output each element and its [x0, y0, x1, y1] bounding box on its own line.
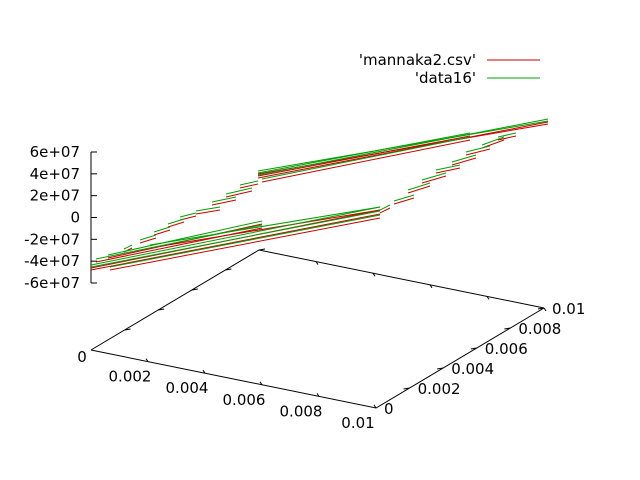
y-axis-ticks: 0 0.002 0.004 0.006 0.008 0.01 — [124, 248, 585, 418]
z-tick-label: -2e+07 — [24, 230, 80, 248]
series-group — [90, 118, 549, 271]
x-tick-back — [543, 307, 547, 312]
series-line — [451, 154, 477, 163]
y-tick — [470, 347, 477, 350]
y-tick — [537, 307, 545, 310]
floor-back-edges — [90, 249, 545, 351]
series-line — [407, 182, 431, 191]
series-data16 — [90, 118, 549, 268]
x-tick-label: 0.008 — [280, 402, 323, 420]
series-line — [435, 167, 461, 174]
y-tick-back — [158, 308, 165, 311]
x-tick — [373, 404, 377, 409]
series-line — [225, 187, 253, 195]
series-line — [407, 185, 431, 194]
series-line — [379, 207, 391, 214]
series-line — [107, 220, 263, 256]
series-line — [153, 229, 171, 236]
z-tick-label: -6e+07 — [24, 274, 80, 292]
series-line — [195, 206, 221, 212]
y-tick-label: 0 — [384, 400, 394, 418]
series-line — [139, 234, 157, 241]
x-tick-label: 0.01 — [341, 414, 374, 432]
series-line — [149, 206, 381, 246]
series-line — [90, 213, 381, 271]
legend-label: 'mannaka2.csv' — [359, 51, 476, 69]
y-tick-label: 0.006 — [485, 340, 528, 358]
z-tick-label: 4e+07 — [30, 165, 80, 183]
x-tick-back — [315, 261, 319, 265]
series-line — [465, 148, 491, 156]
series-line — [497, 135, 517, 141]
legend: 'mannaka2.csv''data16' — [359, 51, 540, 87]
x-tick-label: 0.006 — [223, 391, 266, 409]
series-line — [90, 206, 381, 266]
series-line — [109, 214, 381, 268]
series-line — [393, 194, 415, 202]
z-axis-ticks: 6e+07 4e+07 2e+07 0 -2e+07 -4e+07 -6e+07 — [24, 143, 97, 292]
series-line — [123, 244, 133, 250]
z-tick-label: 2e+07 — [30, 187, 80, 205]
z-tick-label: 0 — [70, 209, 80, 227]
series-line — [465, 145, 491, 153]
series-line — [167, 221, 185, 228]
y-tick — [403, 387, 410, 390]
x-tick-label: 0.004 — [166, 379, 209, 397]
series-line — [179, 212, 197, 218]
y-tick-back — [191, 288, 198, 291]
series-line — [195, 209, 221, 215]
x-tick-back — [486, 296, 490, 300]
y-tick — [437, 367, 444, 370]
series-line — [139, 237, 157, 244]
x-tick-label: 0.002 — [109, 368, 152, 386]
y-tick-back — [225, 268, 232, 271]
series-line — [451, 157, 477, 166]
series-line — [90, 210, 381, 268]
series-line — [167, 218, 185, 225]
series-line — [393, 197, 415, 205]
series-line — [261, 139, 471, 183]
x-tick-back — [372, 272, 376, 277]
x-axis-ticks: 0.002 0.004 0.006 0.008 0.01 0 — [77, 261, 547, 432]
y-tick-label: 0.01 — [552, 300, 585, 318]
x-tick-label: 0 — [77, 348, 87, 366]
series-line — [239, 183, 259, 189]
series-line — [257, 121, 549, 179]
z-tick-label: 6e+07 — [30, 143, 80, 161]
series-line — [239, 180, 259, 186]
y-tick-back — [124, 328, 131, 331]
series-line — [109, 217, 381, 271]
z-tick-label: -4e+07 — [24, 252, 80, 270]
series-line — [379, 204, 391, 211]
series-line — [257, 135, 471, 177]
y-tick-label: 0.004 — [451, 360, 494, 378]
series-line — [149, 209, 381, 249]
series-line — [257, 132, 471, 174]
x-tick — [145, 358, 149, 362]
y-tick — [504, 327, 511, 330]
x-tick — [202, 369, 206, 374]
y-tick-back — [258, 248, 266, 251]
series-line — [225, 190, 253, 198]
series-line — [261, 136, 471, 180]
x-tick — [316, 393, 320, 397]
legend-label: 'data16' — [415, 69, 476, 87]
x-tick-back — [429, 284, 433, 289]
series-line — [421, 172, 447, 181]
series-line — [481, 136, 505, 146]
x-tick — [259, 381, 263, 386]
series-line — [211, 196, 237, 203]
series-line — [497, 132, 517, 138]
series-line — [211, 199, 237, 206]
floor-front-edges — [90, 307, 545, 409]
y-tick-label: 0.008 — [518, 320, 561, 338]
series-line — [435, 164, 461, 171]
series-mannaka2 — [90, 121, 549, 271]
y-tick-label: 0.002 — [418, 380, 461, 398]
series-line — [153, 226, 171, 233]
series-line — [421, 175, 447, 184]
series-line — [257, 118, 549, 176]
